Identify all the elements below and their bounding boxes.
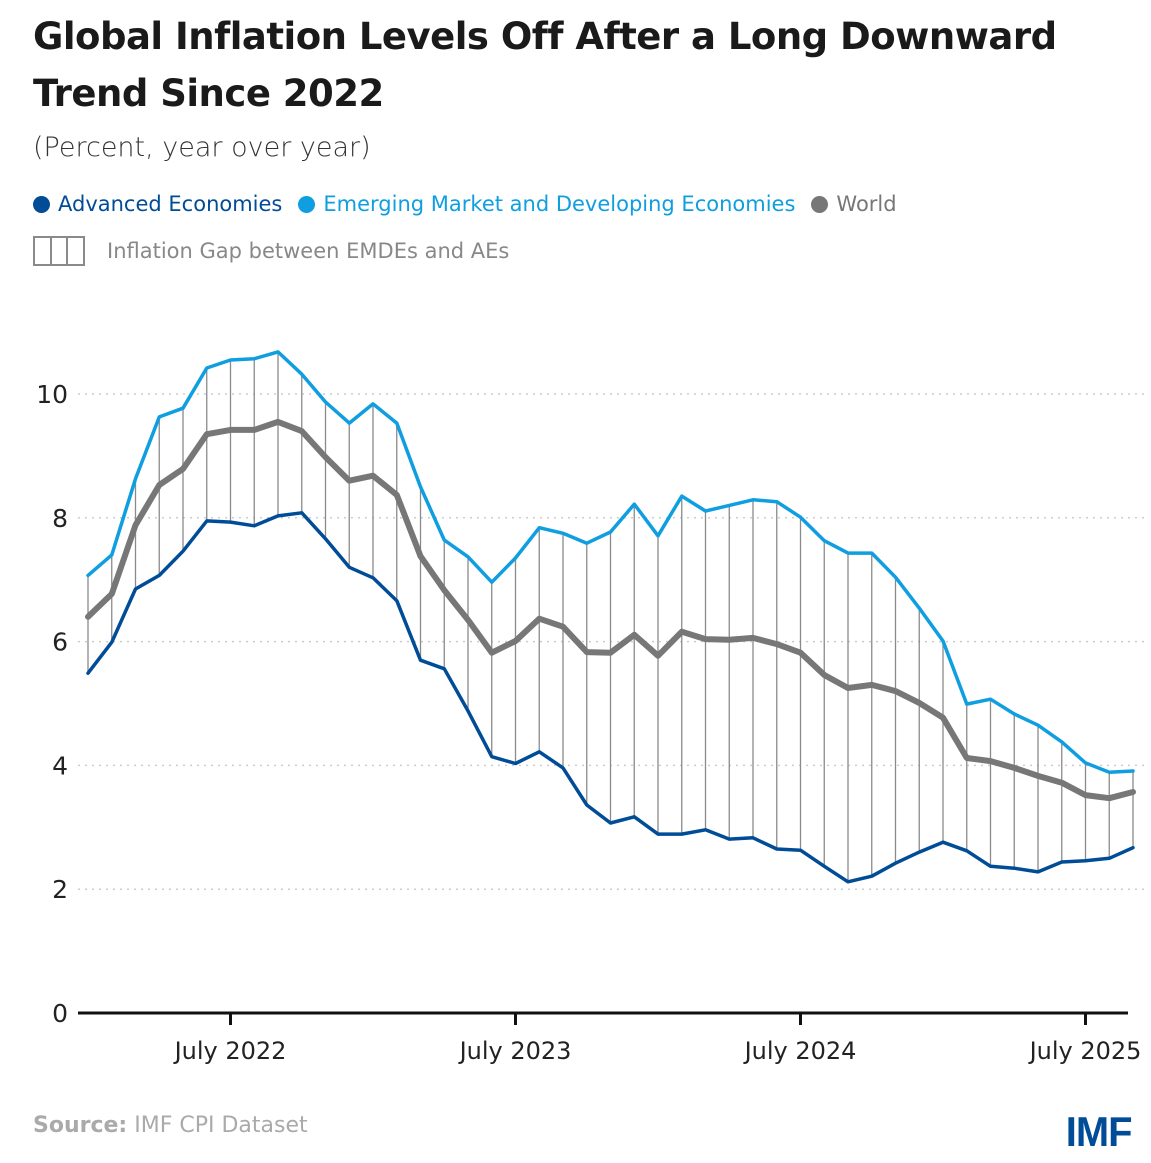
legend-dot-emde-icon xyxy=(298,195,316,213)
source-text: IMF CPI Dataset xyxy=(134,1113,308,1138)
legend-item-advanced: Advanced Economies xyxy=(33,192,282,216)
legend-label-world: World xyxy=(836,192,897,216)
y-tick-label: 2 xyxy=(52,875,68,904)
gap-swatch-icon xyxy=(33,236,85,266)
legend-label-advanced: Advanced Economies xyxy=(58,192,283,216)
y-tick-label: 6 xyxy=(52,628,68,657)
legend-item-world: World xyxy=(811,192,897,216)
legend-item-emde: Emerging Market and Developing Economies xyxy=(298,192,795,216)
series-line-advanced xyxy=(86,511,1135,884)
chart-title: Global Inflation Levels Off After a Long… xyxy=(33,15,1057,115)
legend-dot-world-icon xyxy=(811,195,829,213)
legend-label-emde: Emerging Market and Developing Economies xyxy=(323,192,796,216)
y-tick-label: 8 xyxy=(52,504,68,533)
legend-dot-advanced-icon xyxy=(33,195,50,213)
x-tick-label: July 2024 xyxy=(743,1037,857,1065)
chart-subtitle: (Percent, year over year) xyxy=(33,132,371,163)
y-tick-label: 0 xyxy=(52,999,68,1028)
y-tick-label: 4 xyxy=(52,751,68,780)
y-tick-label: 10 xyxy=(36,380,68,409)
legend-gap: Inflation Gap between EMDEs and AEs xyxy=(33,236,509,266)
chart-plot: 0 2 4 6 8 10 July 2022 July 2023 July 2024 July 2… xyxy=(36,350,1145,1065)
x-tick-label: July 2025 xyxy=(1028,1037,1142,1065)
x-tick-label: July 2023 xyxy=(458,1037,572,1065)
series-line-emde xyxy=(86,350,1135,774)
source-note: Source: IMF CPI Dataset xyxy=(33,1113,308,1138)
legend: Advanced Economies Emerging Market and D… xyxy=(33,192,913,216)
series-line-world xyxy=(85,418,1136,802)
x-tick-label: July 2022 xyxy=(173,1037,287,1065)
legend-label-gap: Inflation Gap between EMDEs and AEs xyxy=(107,239,510,263)
source-label: Source: xyxy=(33,1113,128,1138)
imf-logo: IMF xyxy=(1065,1108,1132,1155)
